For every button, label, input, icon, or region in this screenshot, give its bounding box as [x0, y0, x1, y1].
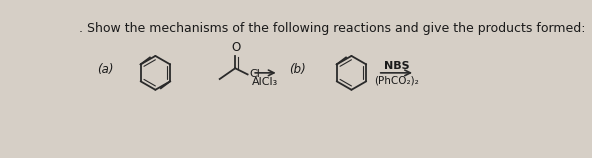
Text: O: O: [231, 41, 240, 54]
Text: AlCl₃: AlCl₃: [252, 77, 279, 87]
Text: (b): (b): [289, 63, 306, 76]
Text: NBS: NBS: [384, 61, 409, 71]
Text: . Show the mechanisms of the following reactions and give the products formed:: . Show the mechanisms of the following r…: [79, 22, 585, 35]
Text: (a): (a): [97, 63, 114, 76]
Text: (PhCO₂)₂: (PhCO₂)₂: [374, 75, 419, 85]
Text: Cl: Cl: [249, 69, 260, 79]
